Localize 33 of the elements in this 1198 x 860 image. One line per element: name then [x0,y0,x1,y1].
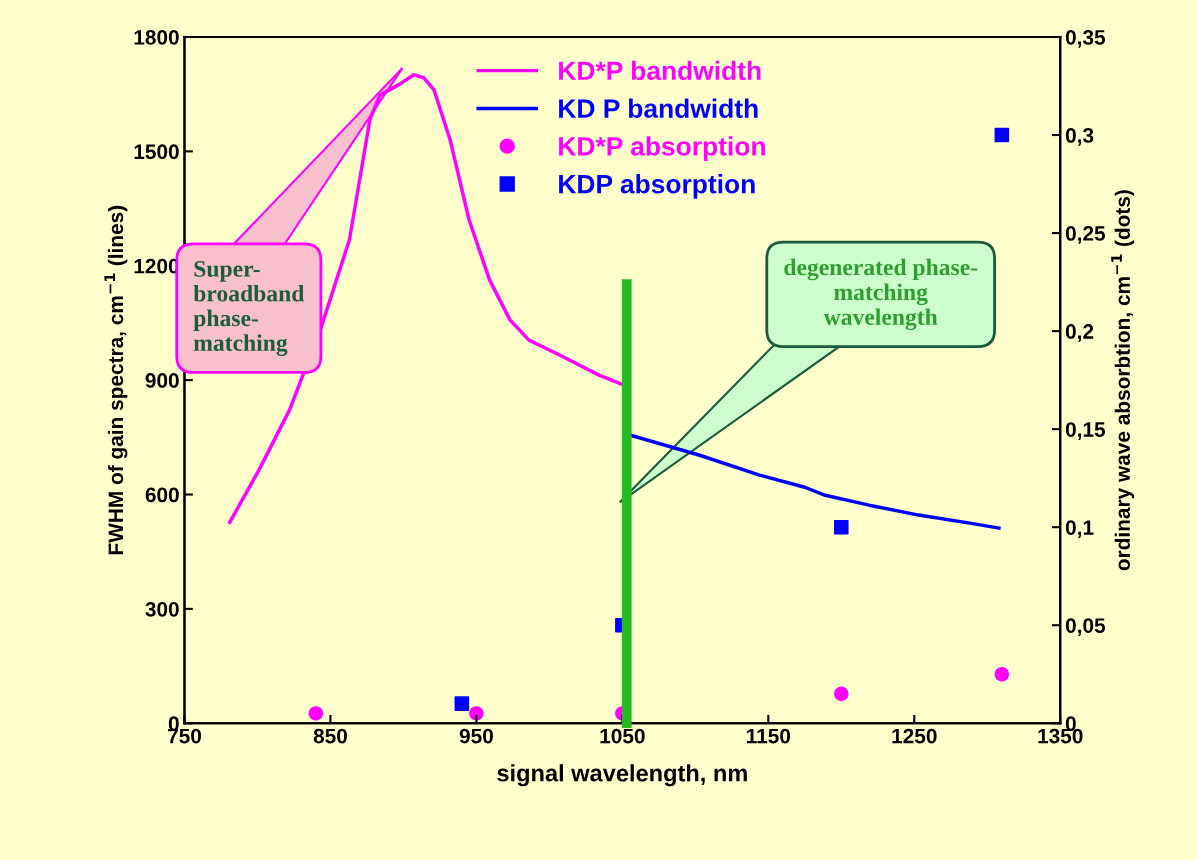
x-axis-title: signal wavelength, nm [497,764,747,787]
y2-tick-label: 0,1 [1065,520,1094,538]
y-tick-label: 1500 [134,144,179,160]
legend-label: KDP absorption [559,174,755,199]
y-axis-title: FWHM of gain spectra, cm$^{−1}$ (lines) [104,205,128,555]
legend-label: KD*P bandwidth [559,60,761,81]
point [469,706,484,721]
point [834,519,849,535]
annotation: Super- broadband phase- matching [193,260,305,356]
y2-tick-label: 0,35 [1065,29,1106,48]
point [308,706,324,721]
point [994,666,1010,682]
y2-tick-label: 0,15 [1065,422,1106,440]
point [994,127,1010,143]
y-tick-label: 600 [145,487,179,503]
x-tick-label: 1250 [892,728,937,744]
annotation: degenerated phase- matching wavelength [784,258,978,331]
y2-tick-label: 0,25 [1065,226,1106,244]
point [834,686,849,702]
y2-axis-title: ordinary wave absorbtion, cm$^{−1}$ (dots) [1111,190,1135,571]
x-tick-label: 1150 [747,728,791,744]
x-tick-label: 1050 [600,728,645,744]
y-tick-label: 300 [145,601,179,617]
y2-tick-label: 0,3 [1065,128,1094,146]
legend-label: KD P bandwidth [559,98,758,118]
y-tick-label: 900 [145,373,179,388]
point [454,696,470,711]
y2-tick-label: 0,05 [1065,618,1106,636]
y2-tick-label: 0,2 [1065,324,1094,342]
x-tick-label: 950 [459,728,493,744]
y-tick-label: 1800 [134,29,179,45]
legend-label: KD*P absorption [559,136,765,161]
x-tick-label: 850 [313,728,347,744]
